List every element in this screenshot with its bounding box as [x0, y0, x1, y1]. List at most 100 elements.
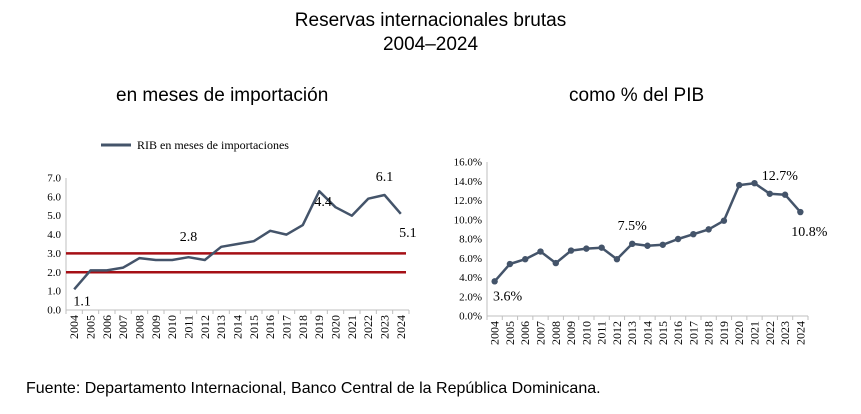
x-tick-label: 2012 [198, 315, 212, 339]
y-tick-label: 2.0% [459, 291, 482, 303]
x-tick-label: 2009 [564, 321, 578, 345]
chart-percent-gdp: 0.0% 2.0% 4.0% 6.0% 8.0% 10.0% 12.0% 14.0% 16.0%… [454, 157, 828, 346]
y-tick-label: 14.0% [454, 176, 482, 188]
series-line [73, 189, 402, 291]
data-label: 4.4 [314, 195, 332, 210]
x-tick-label: 2014 [231, 315, 245, 339]
y-tick-label: 8.0% [459, 234, 482, 246]
data-point [552, 259, 559, 267]
data-point [537, 248, 544, 255]
x-tick-label: 2022 [361, 315, 375, 339]
y-tick-label: 6.0% [459, 253, 482, 265]
data-point [674, 235, 682, 243]
x-tick-label: 2008 [549, 321, 563, 345]
y-tick-label: 4.0% [459, 272, 482, 284]
x-tick-label: 2006 [518, 321, 532, 345]
data-label: 2.8 [180, 230, 198, 245]
x-tick-label: 2021 [345, 315, 359, 339]
x-tick-label: 2019 [717, 321, 731, 345]
x-tick-label: 2006 [100, 315, 114, 339]
data-point [644, 242, 651, 249]
data-point [629, 240, 636, 248]
x-tick-label: 2007 [116, 315, 130, 339]
data-point [598, 244, 605, 251]
figure-title: Reservas internacionales brutas [294, 10, 567, 31]
data-label: 6.1 [376, 170, 394, 185]
x-tick-label: 2005 [84, 315, 98, 339]
x-tick-label: 2004 [488, 321, 502, 345]
y-tick-label: 1.0 [47, 286, 61, 298]
x-tick-label: 2022 [763, 321, 777, 345]
x-tick-label: 2012 [610, 321, 624, 345]
figure-subtitle: 2004–2024 [382, 34, 479, 55]
y-tick-label: 7.0 [47, 173, 61, 185]
x-tick-label: 2007 [534, 321, 548, 345]
x-tick-label: 2015 [656, 321, 670, 345]
x-tick-label: 2019 [312, 315, 326, 339]
data-point [751, 179, 758, 187]
y-tick-label: 0.0% [459, 311, 482, 323]
x-tick-label: 2024 [394, 315, 408, 339]
y-tick-label: 6.0 [47, 191, 61, 203]
x-tick-label: 2016 [671, 321, 685, 345]
x-tick-label: 2010 [165, 315, 179, 339]
data-label: 12.7% [762, 169, 799, 184]
y-tick-label: 2.0 [47, 267, 61, 279]
x-tick-label: 2018 [702, 321, 716, 345]
data-point [705, 226, 712, 233]
x-tick-label: 2010 [579, 321, 593, 345]
data-label: 10.8% [791, 225, 828, 240]
data-point [583, 245, 590, 252]
data-point [613, 256, 621, 263]
data-label: 5.1 [399, 226, 417, 241]
data-label: 3.6% [493, 289, 523, 304]
data-point [690, 230, 697, 238]
x-tick-label: 2005 [503, 321, 517, 345]
y-tick-label: 10.0% [454, 214, 482, 226]
chart-left-title: en meses de importación [116, 85, 329, 106]
x-tick-label: 2020 [732, 321, 746, 345]
y-tick-label: 4.0 [47, 229, 61, 241]
data-label: 7.5% [618, 219, 648, 234]
data-point [766, 190, 773, 197]
y-tick-label: 12.0% [454, 195, 482, 207]
data-label: 1.1 [73, 294, 91, 309]
data-point [491, 278, 498, 285]
y-tick-label: 3.0 [47, 248, 61, 260]
data-point [567, 247, 575, 254]
x-tick-label: 2017 [686, 321, 700, 345]
x-tick-label: 2023 [378, 315, 392, 339]
x-tick-label: 2013 [625, 321, 639, 345]
x-tick-label: 2009 [149, 315, 163, 339]
legend-label: RIB en meses de importaciones [137, 138, 289, 152]
data-point [522, 256, 529, 263]
x-tick-label: 2020 [329, 315, 343, 339]
x-tick-label: 2023 [778, 321, 792, 345]
x-tick-label: 2014 [641, 321, 655, 345]
x-tick-label: 2018 [296, 315, 310, 339]
x-tick-label: 2008 [133, 315, 147, 339]
chart-months-of-imports: 0.0 1.0 2.0 3.0 4.0 5.0 6.0 7.0 2004 2005 2006 2007… [47, 138, 416, 339]
y-tick-label: 0.0 [47, 305, 61, 317]
y-tick-label: 16.0% [454, 157, 482, 169]
x-tick-label: 2021 [748, 321, 762, 345]
x-tick-label: 2004 [67, 315, 81, 339]
data-point [720, 217, 728, 224]
x-tick-label: 2011 [182, 315, 196, 339]
series-line [493, 181, 802, 283]
x-tick-label: 2011 [595, 321, 609, 345]
x-tick-label: 2013 [214, 315, 228, 339]
x-tick-label: 2015 [247, 315, 261, 339]
y-tick-label: 5.0 [47, 210, 61, 222]
x-tick-label: 2017 [280, 315, 294, 339]
x-tick-label: 2016 [263, 315, 277, 339]
chart-right-title: como % del PIB [569, 85, 705, 106]
data-point [736, 181, 743, 189]
data-point [781, 191, 789, 198]
x-tick-label: 2024 [793, 321, 807, 345]
source-note: Fuente: Departamento Internacional, Banc… [26, 380, 601, 397]
data-point [797, 208, 804, 216]
data-point [506, 260, 514, 268]
data-point [659, 241, 666, 248]
